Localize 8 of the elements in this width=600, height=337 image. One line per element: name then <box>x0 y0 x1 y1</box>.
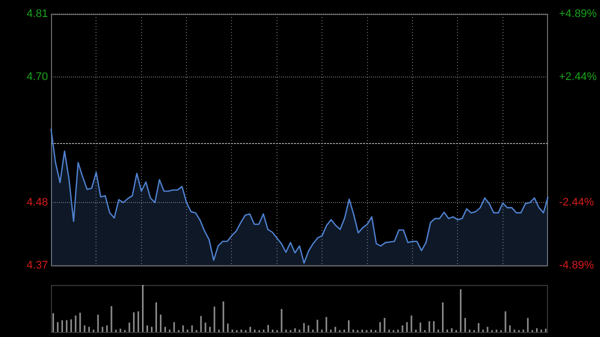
y-tick-label: 4.48 <box>26 196 48 209</box>
y2-tick-label: +2.44% <box>559 71 597 84</box>
y-tick-label: 4.81 <box>26 8 48 20</box>
y-tick-label: 4.70 <box>26 70 48 83</box>
y2-tick-label: +4.89% <box>559 8 597 20</box>
y2-tick-label: -4.89% <box>559 259 594 272</box>
y2-tick-label: -2.44% <box>559 196 594 208</box>
y-tick-label: 4.37 <box>26 259 48 272</box>
